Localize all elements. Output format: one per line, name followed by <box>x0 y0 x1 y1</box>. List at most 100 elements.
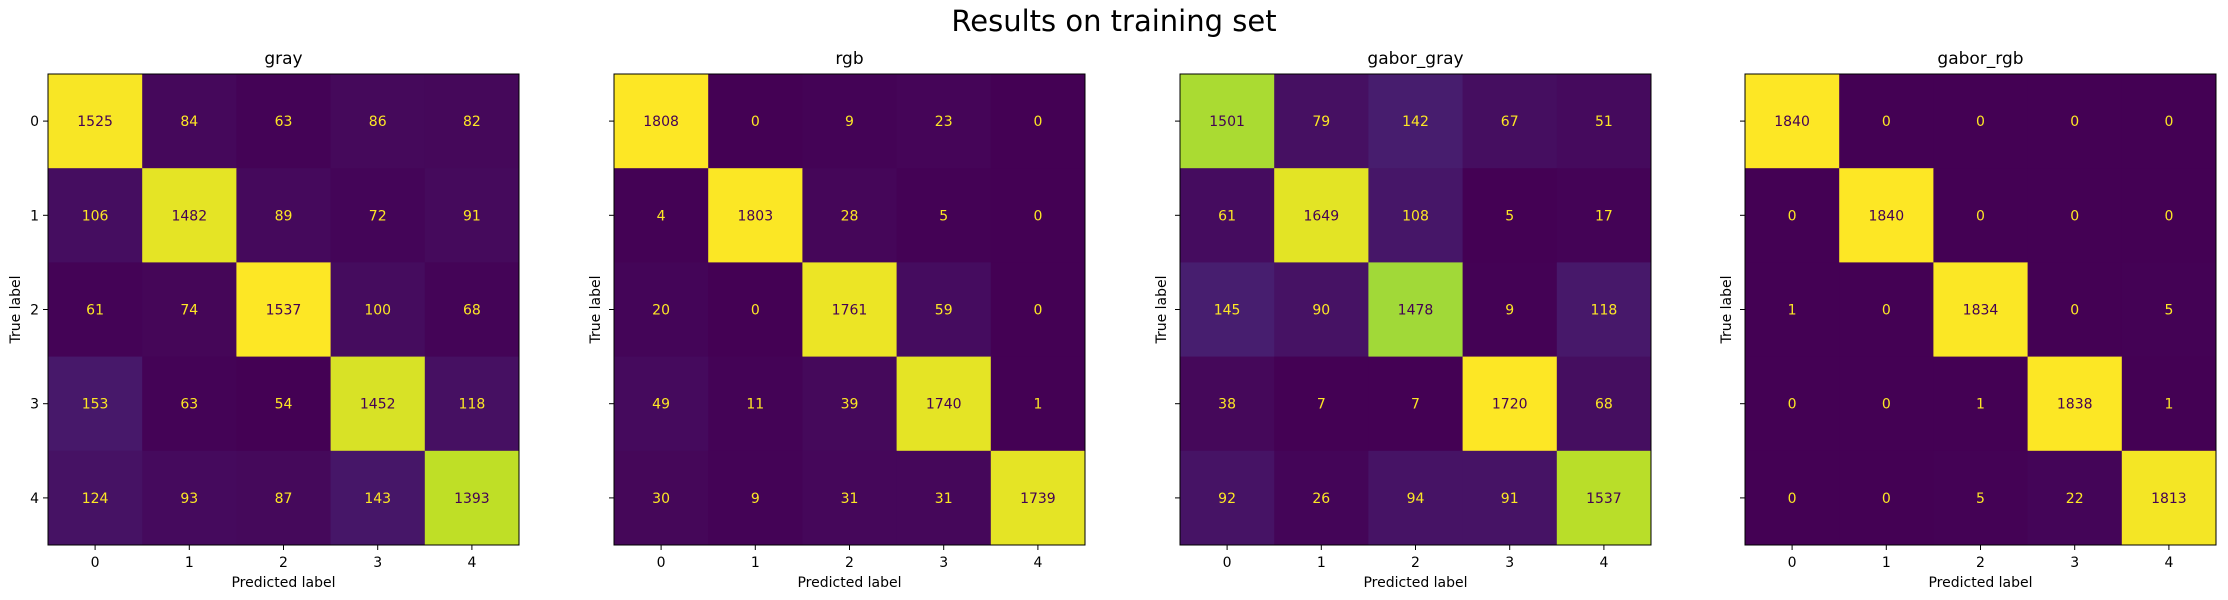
heatmap-cell <box>802 168 898 263</box>
cell-value-label: 54 <box>275 397 293 413</box>
heatmap-cell <box>896 74 992 169</box>
heatmap-cell <box>2027 356 2123 452</box>
cell-value-label: 1 <box>1976 397 1985 413</box>
heatmap-cell <box>708 356 803 452</box>
cell-value-label: 0 <box>2070 303 2079 319</box>
heatmap-cell <box>1933 356 2029 452</box>
heatmap-cell <box>2027 74 2123 169</box>
heatmap-cell <box>48 450 143 546</box>
heatmap-cell <box>614 74 709 169</box>
cell-value-label: 0 <box>2070 208 2079 224</box>
cell-value-label: 20 <box>652 303 670 319</box>
chart-title: gabor_gray <box>1367 49 1463 69</box>
heatmap-cell <box>614 262 709 358</box>
heatmap-cell <box>1274 450 1369 546</box>
x-tick-label: 2 <box>279 555 288 571</box>
heatmap-cell <box>990 262 1086 358</box>
heatmap-cell <box>2121 168 2217 263</box>
x-tick-label: 1 <box>751 555 760 571</box>
y-axis-label: True label <box>1719 275 1735 344</box>
cell-value-label: 1813 <box>2151 491 2187 507</box>
cell-value-label: 100 <box>364 303 391 319</box>
heatmap-cell <box>802 262 898 358</box>
heatmap-cell <box>802 450 898 546</box>
heatmap-cell <box>236 450 332 546</box>
cell-value-label: 59 <box>935 303 953 319</box>
heatmap-cell <box>424 450 520 546</box>
heatmap-cell <box>330 168 426 263</box>
figure-title: Results on training set <box>951 4 1277 38</box>
heatmap-cell <box>990 356 1086 452</box>
cell-value-label: 28 <box>841 208 859 224</box>
heatmap-cell <box>1933 74 2029 169</box>
heatmap-cell <box>424 168 520 263</box>
cell-value-label: 72 <box>369 208 387 224</box>
cell-value-label: 1840 <box>1868 208 1904 224</box>
cell-value-label: 17 <box>1595 208 1613 224</box>
heatmap-cell <box>1556 356 1652 452</box>
cell-value-label: 1838 <box>2057 397 2093 413</box>
heatmap-cell <box>424 262 520 358</box>
heatmap-cell <box>1368 450 1464 546</box>
y-tick-label: 3 <box>30 397 39 413</box>
cell-value-label: 38 <box>1218 397 1236 413</box>
x-tick-label: 0 <box>657 555 666 571</box>
heatmap-cell <box>1274 74 1369 169</box>
y-tick-label: 2 <box>30 303 39 319</box>
cell-value-label: 1537 <box>266 303 302 319</box>
x-tick-label: 3 <box>373 555 382 571</box>
cell-value-label: 1840 <box>1774 114 1810 130</box>
x-tick-label: 1 <box>1882 555 1891 571</box>
cell-value-label: 49 <box>652 397 670 413</box>
cell-value-label: 1452 <box>360 397 396 413</box>
x-tick-label: 3 <box>1505 555 1514 571</box>
cell-value-label: 9 <box>1505 303 1514 319</box>
heatmap-cell <box>708 74 803 169</box>
heatmap-cell <box>802 356 898 452</box>
chart-title: gray <box>264 49 302 69</box>
heatmap-cell <box>1368 74 1464 169</box>
heatmap-cell <box>142 450 237 546</box>
cell-value-label: 153 <box>82 397 109 413</box>
cell-value-label: 0 <box>2164 208 2173 224</box>
y-axis-label: True label <box>588 275 604 344</box>
heatmap-cell <box>48 168 143 263</box>
cell-value-label: 31 <box>935 491 953 507</box>
heatmap-cell <box>142 74 237 169</box>
heatmap-cell <box>1368 356 1464 452</box>
x-tick-label: 4 <box>467 555 476 571</box>
x-axis-label: Predicted label <box>231 575 335 591</box>
heatmap-cell <box>330 356 426 452</box>
cell-value-label: 51 <box>1595 114 1613 130</box>
cell-value-label: 94 <box>1407 491 1425 507</box>
heatmap-cell <box>1274 168 1369 263</box>
heatmap-cell <box>1180 356 1275 452</box>
cell-value-label: 9 <box>751 491 760 507</box>
cell-value-label: 5 <box>1976 491 1985 507</box>
cell-value-label: 79 <box>1312 114 1330 130</box>
cell-value-label: 0 <box>2070 114 2079 130</box>
heatmap-cell <box>1745 262 1840 358</box>
cell-value-label: 0 <box>1976 114 1985 130</box>
x-tick-label: 4 <box>1033 555 1042 571</box>
cell-value-label: 30 <box>652 491 670 507</box>
cell-value-label: 0 <box>1033 114 1042 130</box>
cell-value-label: 1803 <box>737 208 773 224</box>
x-tick-label: 1 <box>1317 555 1326 571</box>
heatmap-cell <box>1180 450 1275 546</box>
heatmap-cell <box>1274 356 1369 452</box>
x-tick-label: 2 <box>845 555 854 571</box>
heatmap-cell <box>614 168 709 263</box>
heatmap-cell <box>48 356 143 452</box>
cell-value-label: 1393 <box>454 491 490 507</box>
cell-value-label: 0 <box>751 114 760 130</box>
heatmap-cell <box>1368 168 1464 263</box>
cell-value-label: 9 <box>845 114 854 130</box>
x-tick-label: 3 <box>939 555 948 571</box>
heatmap-cell <box>990 74 1086 169</box>
cell-value-label: 106 <box>82 208 109 224</box>
heatmap-cell <box>2027 450 2123 546</box>
x-tick-label: 4 <box>1599 555 1608 571</box>
heatmap-cell <box>2121 262 2217 358</box>
cell-value-label: 124 <box>82 491 109 507</box>
